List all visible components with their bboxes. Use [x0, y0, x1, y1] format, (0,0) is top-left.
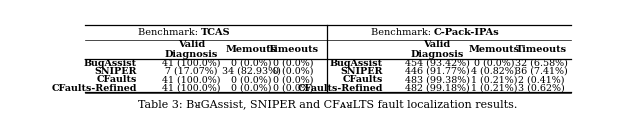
- Text: CFaults-Refined: CFaults-Refined: [297, 84, 383, 93]
- Text: C-Pack-IPAs: C-Pack-IPAs: [434, 28, 500, 37]
- Text: 482 (99.18%): 482 (99.18%): [404, 84, 470, 93]
- Text: 454 (93.42%): 454 (93.42%): [404, 58, 470, 68]
- Text: 34 (82.93%): 34 (82.93%): [221, 67, 280, 76]
- Text: TCAS: TCAS: [201, 28, 230, 37]
- Text: 0 (0.0%): 0 (0.0%): [273, 84, 314, 93]
- Text: Valid
Diagnosis: Valid Diagnosis: [410, 40, 464, 59]
- Text: CFaults-Refined: CFaults-Refined: [52, 84, 137, 93]
- Text: 0 (0.0%): 0 (0.0%): [273, 75, 314, 84]
- Text: Timeouts: Timeouts: [268, 45, 319, 54]
- Text: Timeouts: Timeouts: [516, 45, 567, 54]
- Text: BugAssist: BugAssist: [330, 58, 383, 68]
- Text: 7 (17.07%): 7 (17.07%): [165, 67, 218, 76]
- Text: SNIPER: SNIPER: [340, 67, 383, 76]
- Text: BugAssist: BugAssist: [84, 58, 137, 68]
- Text: 41 (100.0%): 41 (100.0%): [163, 75, 221, 84]
- Text: SNIPER: SNIPER: [95, 67, 137, 76]
- Text: 41 (100.0%): 41 (100.0%): [163, 58, 221, 68]
- Text: Table 3: BᴚGAssist, SNIPER and CFᴀᴚLTS fault localization results.: Table 3: BᴚGAssist, SNIPER and CFᴀᴚLTS f…: [138, 99, 518, 109]
- Text: 0 (0.0%): 0 (0.0%): [273, 58, 314, 68]
- Text: 41 (100.0%): 41 (100.0%): [163, 84, 221, 93]
- Text: 0 (0.0%): 0 (0.0%): [273, 67, 314, 76]
- Text: 0 (0.0%): 0 (0.0%): [231, 58, 271, 68]
- Text: CFaults: CFaults: [97, 75, 137, 84]
- Text: 0 (0.0%): 0 (0.0%): [474, 58, 515, 68]
- Text: 0 (0.0%): 0 (0.0%): [231, 75, 271, 84]
- Text: 1 (0.21%): 1 (0.21%): [471, 84, 517, 93]
- Text: 483 (99.38%): 483 (99.38%): [404, 75, 470, 84]
- Text: 0 (0.0%): 0 (0.0%): [231, 84, 271, 93]
- Text: 3 (0.62%): 3 (0.62%): [518, 84, 564, 93]
- Text: Benchmark:: Benchmark:: [371, 28, 434, 37]
- Text: Memouts: Memouts: [468, 45, 520, 54]
- Text: 4 (0.82%): 4 (0.82%): [471, 67, 517, 76]
- Text: Memouts: Memouts: [225, 45, 276, 54]
- Text: CFaults: CFaults: [342, 75, 383, 84]
- Text: 36 (7.41%): 36 (7.41%): [515, 67, 568, 76]
- Text: Benchmark:: Benchmark:: [138, 28, 201, 37]
- Text: 2 (0.41%): 2 (0.41%): [518, 75, 564, 84]
- Text: 1 (0.21%): 1 (0.21%): [471, 75, 517, 84]
- Text: Valid
Diagnosis: Valid Diagnosis: [165, 40, 218, 59]
- Text: 32 (6.58%): 32 (6.58%): [515, 58, 568, 68]
- Text: 446 (91.77%): 446 (91.77%): [404, 67, 470, 76]
